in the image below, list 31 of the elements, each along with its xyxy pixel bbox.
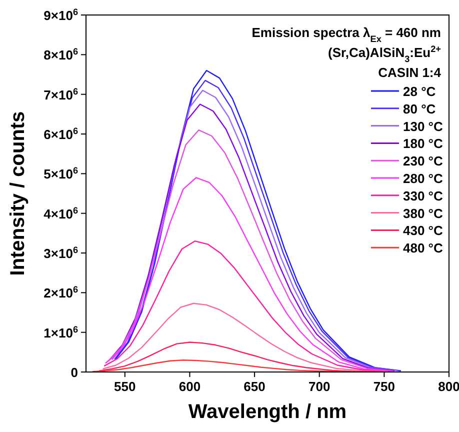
legend-label: 230 °C [403,154,444,169]
y-tick-label: 6×10$^{6}$ [44,126,78,142]
x-tick-label: 600 [178,379,201,394]
y-axis-title: Intensity / counts [7,111,29,276]
legend-label: 180 °C [403,136,444,152]
y-tick-label: 9×10$^{6}$ [44,7,78,23]
annotation: (Sr,Ca)AlSiN$_{3}$:Eu$^{2+}$ [328,44,441,64]
y-tick-label: 5×10$^{6}$ [44,166,78,182]
y-tick-label: 2×10$^{6}$ [44,284,78,301]
y-tick-label: 1×10$^{6}$ [44,324,78,340]
y-tick-label: 7×10$^{6}$ [44,86,78,102]
y-tick-label: 0 [70,365,78,380]
y-tick-label: 8×10$^{6}$ [44,46,78,63]
annotation: Emission spectra λ$_{Ex}$ = 460 nm [252,25,441,44]
y-tick-label: 4×10$^{6}$ [44,205,78,222]
x-axis-title: Wavelength / nm [188,401,347,423]
legend-label: 80 °C [403,101,436,116]
legend-label: 330 °C [403,188,444,204]
legend-label: 480 °C [403,240,444,256]
annotation: CASIN 1:4 [378,65,442,80]
legend-label: 280 °C [403,171,444,186]
x-tick-label: 550 [114,379,136,394]
legend-label: 28 °C [403,84,436,99]
x-tick-label: 800 [438,379,459,394]
legend-label: 130 °C [403,118,444,134]
x-tick-label: 750 [373,379,396,394]
legend-label: 380 °C [403,206,444,221]
x-tick-label: 650 [244,379,266,394]
legend-label: 430 °C [403,223,444,238]
y-tick-label: 3×10$^{6}$ [44,245,78,261]
x-tick-label: 700 [308,379,330,394]
